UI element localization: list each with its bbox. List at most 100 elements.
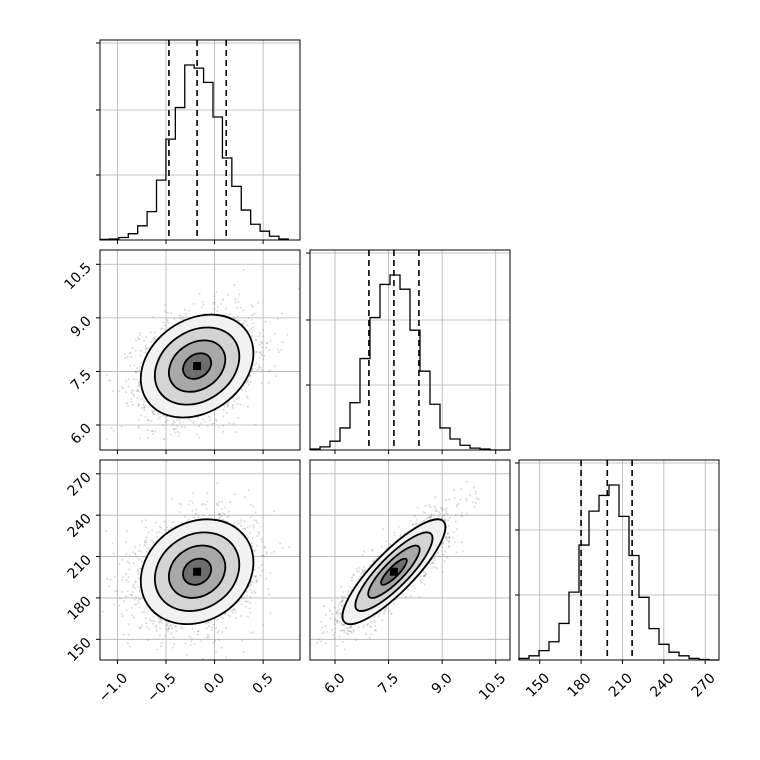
sample-point bbox=[176, 430, 179, 433]
sample-point bbox=[171, 497, 173, 500]
sample-point bbox=[246, 324, 249, 327]
sample-point bbox=[255, 580, 258, 583]
sample-point bbox=[119, 597, 122, 600]
sample-point bbox=[243, 527, 246, 530]
sample-point bbox=[178, 419, 181, 422]
sample-point bbox=[266, 342, 269, 345]
sample-point bbox=[242, 651, 245, 654]
sample-point bbox=[249, 525, 252, 528]
sample-point bbox=[136, 397, 139, 399]
sample-point bbox=[233, 400, 236, 403]
sample-point bbox=[252, 326, 255, 329]
sample-point bbox=[105, 374, 108, 376]
sample-point bbox=[246, 405, 249, 408]
sample-point bbox=[281, 341, 284, 344]
sample-point bbox=[110, 427, 113, 430]
sample-point bbox=[113, 576, 116, 578]
sample-point bbox=[174, 625, 177, 628]
sample-point bbox=[172, 636, 175, 639]
sample-point bbox=[179, 314, 182, 317]
sample-point bbox=[138, 390, 141, 393]
sample-point bbox=[143, 400, 146, 403]
sample-point bbox=[286, 333, 289, 336]
sample-point bbox=[164, 634, 167, 637]
sample-point bbox=[217, 513, 220, 516]
sample-point bbox=[145, 541, 148, 544]
sample-point bbox=[250, 319, 253, 321]
sample-point bbox=[224, 506, 226, 509]
sample-point bbox=[133, 603, 136, 606]
sample-point bbox=[274, 375, 277, 378]
sample-point bbox=[147, 546, 150, 549]
sample-point bbox=[243, 520, 246, 523]
sample-point bbox=[129, 364, 132, 367]
sample-point bbox=[143, 339, 145, 342]
sample-point bbox=[167, 528, 170, 531]
sample-point bbox=[160, 618, 163, 621]
sample-point bbox=[127, 378, 130, 381]
sample-point bbox=[269, 571, 272, 574]
sample-point bbox=[134, 371, 137, 374]
histogram-panel-p1 bbox=[306, 249, 511, 451]
sample-point bbox=[248, 330, 251, 333]
sample-point bbox=[120, 425, 123, 428]
sample-point bbox=[121, 615, 124, 618]
sample-point bbox=[223, 404, 226, 407]
sample-point bbox=[144, 347, 147, 350]
sample-point bbox=[136, 569, 139, 572]
sample-point bbox=[250, 591, 253, 594]
sample-point bbox=[233, 493, 236, 496]
sample-point bbox=[251, 314, 254, 317]
sample-point bbox=[254, 574, 257, 577]
sample-point bbox=[150, 620, 153, 622]
sample-point bbox=[252, 372, 255, 375]
sample-point bbox=[200, 306, 203, 309]
sample-point bbox=[166, 419, 168, 422]
sample-point bbox=[131, 551, 134, 554]
sample-point bbox=[139, 598, 142, 601]
sample-point bbox=[124, 541, 127, 544]
sample-point bbox=[129, 352, 132, 355]
sample-point bbox=[159, 620, 162, 623]
sample-point bbox=[137, 385, 140, 387]
sample-point bbox=[124, 356, 127, 359]
sample-point bbox=[225, 627, 228, 630]
sample-point bbox=[218, 516, 221, 519]
sample-point bbox=[252, 322, 255, 325]
sample-point bbox=[137, 403, 140, 406]
sample-point bbox=[153, 337, 156, 340]
sample-point bbox=[192, 302, 195, 305]
sample-point bbox=[152, 541, 155, 544]
sample-point bbox=[134, 378, 137, 381]
sample-point bbox=[137, 337, 139, 340]
sample-point bbox=[221, 430, 224, 433]
sample-point bbox=[164, 324, 166, 327]
sample-point bbox=[143, 540, 146, 543]
sample-point bbox=[192, 492, 195, 495]
sample-point bbox=[178, 432, 181, 435]
sample-point bbox=[181, 426, 183, 428]
sample-point bbox=[135, 370, 137, 373]
sample-point bbox=[280, 349, 283, 352]
sample-point bbox=[143, 351, 146, 354]
sample-point bbox=[140, 414, 143, 417]
sample-point bbox=[249, 583, 252, 586]
sample-point bbox=[279, 542, 282, 545]
sample-point bbox=[125, 609, 128, 612]
contour-line bbox=[182, 352, 213, 380]
sample-point bbox=[254, 511, 257, 514]
sample-point bbox=[239, 615, 242, 618]
sample-point bbox=[265, 346, 268, 349]
sample-point bbox=[255, 519, 258, 522]
sample-point bbox=[255, 361, 258, 364]
sample-point bbox=[246, 381, 249, 384]
sample-point bbox=[268, 593, 271, 596]
sample-point bbox=[217, 513, 220, 516]
sample-point bbox=[247, 383, 250, 386]
sample-point bbox=[269, 340, 272, 343]
histogram-panel-p2 bbox=[515, 459, 720, 661]
sample-point bbox=[138, 558, 141, 561]
sample-point bbox=[189, 644, 192, 646]
sample-point bbox=[138, 338, 141, 341]
